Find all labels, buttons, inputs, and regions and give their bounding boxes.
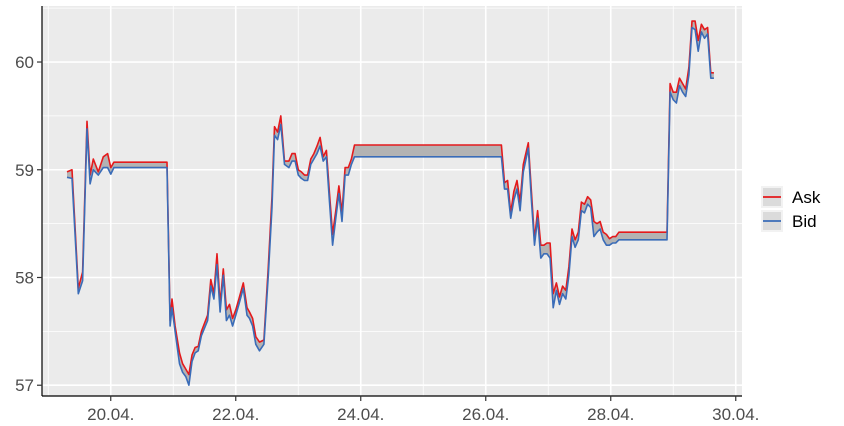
x-axis-ticks: 20.04. 22.04. 24.04. 26.04. 28.04. 30.04.: [87, 396, 759, 424]
plot-panel: [42, 6, 742, 396]
y-axis-ticks: 57 58 59 60: [15, 53, 42, 395]
x-tick-label: 30.04.: [712, 405, 759, 424]
x-tick-label: 20.04.: [87, 405, 134, 424]
x-tick-label: 28.04.: [587, 405, 634, 424]
y-tick-label: 57: [15, 376, 34, 395]
legend-label-bid: Bid: [792, 212, 817, 231]
y-tick-label: 58: [15, 268, 34, 287]
y-tick-label: 59: [15, 161, 34, 180]
legend: Ask Bid: [761, 186, 821, 232]
grid-major: [42, 6, 742, 396]
x-tick-label: 24.04.: [337, 405, 384, 424]
y-tick-label: 60: [15, 53, 34, 72]
series-line-ask: [66, 20, 714, 376]
axes: [41, 6, 742, 397]
series-lines: [66, 20, 714, 387]
series-line-bid: [66, 26, 714, 387]
x-tick-label: 26.04.: [462, 405, 509, 424]
x-tick-label: 22.04.: [212, 405, 259, 424]
legend-label-ask: Ask: [792, 188, 821, 207]
grid-minor: [42, 6, 742, 396]
